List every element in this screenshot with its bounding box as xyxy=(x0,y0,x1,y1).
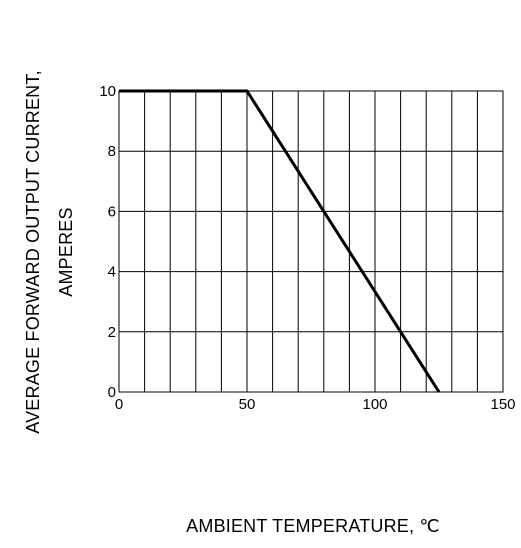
y-tick-label: 0 xyxy=(108,384,116,401)
x-tick-label: 100 xyxy=(362,396,387,413)
y-tick-label: 2 xyxy=(108,324,116,341)
x-tick-labels: 0 50 100 150 xyxy=(115,396,516,413)
y-tick-label: 6 xyxy=(108,203,116,220)
y-tick-label: 8 xyxy=(108,143,116,160)
x-axis-label: AMBIENT TEMPERATURE, ℃ xyxy=(186,516,440,536)
y-axis-label-line1: AVERAGE FORWARD OUTPUT CURRENT, xyxy=(23,70,43,434)
x-tick-label: 150 xyxy=(490,396,515,413)
x-tick-label: 0 xyxy=(115,396,123,413)
plot-frame xyxy=(118,90,504,393)
chart-grid xyxy=(119,91,503,392)
y-tick-label: 10 xyxy=(99,83,116,100)
y-tick-labels: 0 2 4 6 8 10 xyxy=(99,83,116,401)
y-axis-label-line2: AMPERES xyxy=(56,207,76,296)
y-tick-label: 4 xyxy=(108,264,116,281)
series-line xyxy=(119,89,441,393)
x-tick-label: 50 xyxy=(239,396,256,413)
